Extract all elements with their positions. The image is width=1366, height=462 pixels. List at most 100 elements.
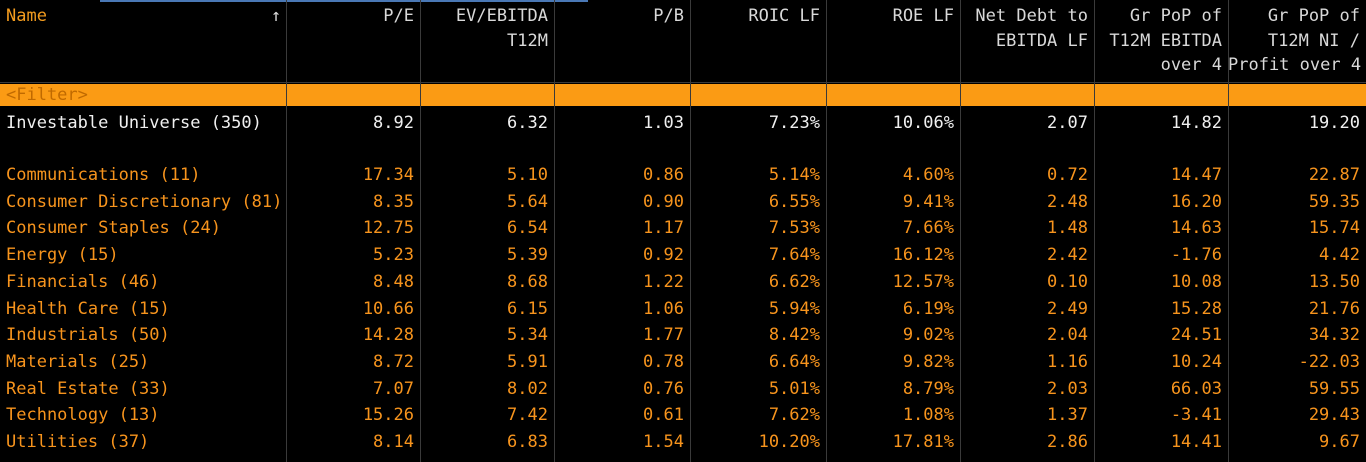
cell-value: 15.74 (1308, 218, 1360, 239)
row-label: Investable Universe (350) (6, 113, 262, 133)
row-label: Financials (46) (6, 271, 160, 292)
cell-value: 0.76 (643, 378, 684, 399)
row-label: Communications (11) (6, 165, 201, 185)
filter-bar (0, 84, 1366, 106)
column-header[interactable]: Gr PoP of (1129, 6, 1222, 26)
table-row: Consumer Discretionary (81) 8.35 5.64 0.90 6… (0, 189, 1366, 215)
cell-value: 0.61 (643, 405, 684, 426)
column-separator (1094, 0, 1095, 462)
table-row: Consumer Staples (24) 12.75 6.54 1.17 7.53% 7… (0, 215, 1366, 241)
cell-value: 1.06 (643, 298, 684, 319)
cell-value: 1.08% (902, 405, 954, 426)
column-header[interactable]: Profit over 4 (1228, 55, 1362, 75)
cell-value: 9.02% (902, 325, 954, 346)
cell-value: 1.17 (643, 218, 684, 239)
cell-value: 0.78 (643, 351, 684, 372)
cell-value: 8.72 (373, 351, 414, 372)
cell-value: 5.34 (507, 325, 548, 346)
cell-value: 66.03 (1170, 378, 1222, 399)
cell-value: 2.48 (1047, 191, 1088, 212)
cell-value: 15.26 (362, 405, 414, 426)
cell-value: 8.48 (373, 271, 414, 292)
column-header[interactable]: ROIC LF (748, 6, 820, 26)
row-label: Technology (13) (6, 405, 160, 426)
cell-value: 10.08 (1170, 271, 1222, 292)
cell-value: 17.34 (362, 165, 414, 185)
cell-value: 7.23% (768, 113, 820, 133)
cell-value: 14.63 (1170, 218, 1222, 239)
cell-value: 5.91 (507, 351, 548, 372)
cell-value: 59.35 (1308, 191, 1360, 212)
filter-input[interactable]: <Filter> (6, 85, 88, 105)
table-row: Industrials (50) 14.28 5.34 1.77 8.42% 9.02% 2… (0, 322, 1366, 348)
cell-value: 9.67 (1319, 432, 1360, 452)
cell-value: 1.03 (643, 113, 684, 133)
cell-value: 4.42 (1319, 245, 1360, 266)
column-separator (420, 0, 421, 462)
cell-value: 17.81% (892, 432, 954, 452)
column-header[interactable]: P/B (653, 6, 684, 26)
cell-value: 9.41% (902, 191, 954, 212)
cell-value: 7.64% (768, 245, 820, 266)
cell-value: 16.20 (1170, 191, 1222, 212)
cell-value: 14.82 (1170, 113, 1222, 133)
column-header[interactable]: EV/EBITDA (455, 6, 548, 26)
cell-value: 19.20 (1308, 113, 1360, 133)
cell-value: 0.90 (643, 191, 684, 212)
cell-value: 2.03 (1047, 378, 1088, 399)
row-label: Consumer Staples (24) (6, 218, 221, 239)
cell-value: 10.66 (362, 298, 414, 319)
table-row: Real Estate (33) 7.07 8.02 0.76 5.01% 8.79% 2.… (0, 376, 1366, 402)
cell-value: 7.66% (902, 218, 954, 239)
column-header[interactable]: Name (6, 6, 47, 26)
cell-value: 7.42 (507, 405, 548, 426)
cell-value: 14.41 (1170, 432, 1222, 452)
cell-value: 15.28 (1170, 298, 1222, 319)
table-row: Energy (15) 5.23 5.39 0.92 7.64% 16.12% 2.42 -1… (0, 242, 1366, 268)
cell-value: 7.53% (768, 218, 820, 239)
column-separator (690, 0, 691, 462)
cell-value: 6.54 (507, 218, 548, 239)
sort-indicator[interactable]: ↑ (270, 6, 282, 26)
table-row: Investable Universe (350) 8.92 6.32 1.03 7.2… (0, 110, 1366, 136)
cell-value: -22.03 (1298, 351, 1360, 372)
column-separator (554, 0, 555, 462)
column-header[interactable]: EBITDA LF (995, 30, 1088, 51)
cell-value: 6.83 (507, 432, 548, 452)
cell-value: 2.04 (1047, 325, 1088, 346)
cell-value: 5.94% (768, 298, 820, 319)
cell-value: 59.55 (1308, 378, 1360, 399)
column-separator (1228, 0, 1229, 462)
row-label: Energy (15) (6, 245, 119, 266)
row-label: Materials (25) (6, 351, 150, 372)
cell-value: 14.47 (1170, 165, 1222, 185)
column-header[interactable]: T12M (507, 30, 548, 51)
column-separator (286, 0, 287, 462)
cell-value: 2.07 (1047, 113, 1088, 133)
cell-value: 8.02 (507, 378, 548, 399)
column-separator (826, 0, 827, 462)
column-header[interactable]: T12M EBITDA (1109, 30, 1222, 51)
column-header[interactable]: Gr PoP of (1267, 6, 1360, 26)
cell-value: 16.12% (892, 245, 954, 266)
cell-value: 0.10 (1047, 271, 1088, 292)
cell-value: 14.28 (362, 325, 414, 346)
row-label: Utilities (37) (6, 432, 150, 452)
table-row: Utilities (37) 8.14 6.83 1.54 10.20% 17.81% 2.… (0, 429, 1366, 455)
column-header[interactable]: ROE LF (892, 6, 954, 26)
cell-value: 2.49 (1047, 298, 1088, 319)
column-header[interactable]: P/E (383, 6, 414, 26)
column-header[interactable]: over 4 (1160, 55, 1222, 75)
cell-value: 8.79% (902, 378, 954, 399)
cell-value: 5.01% (768, 378, 820, 399)
cell-value: 0.72 (1047, 165, 1088, 185)
cell-value: 6.19% (902, 298, 954, 319)
cell-value: 9.82% (902, 351, 954, 372)
column-header[interactable]: T12M NI / (1267, 30, 1360, 51)
cell-value: 5.14% (768, 165, 820, 185)
cell-value: 22.87 (1308, 165, 1360, 185)
column-header[interactable]: Net Debt to (975, 6, 1088, 26)
cell-value: 34.32 (1308, 325, 1360, 346)
table-row: Materials (25) 8.72 5.91 0.78 6.64% 9.82% 1.16… (0, 349, 1366, 375)
